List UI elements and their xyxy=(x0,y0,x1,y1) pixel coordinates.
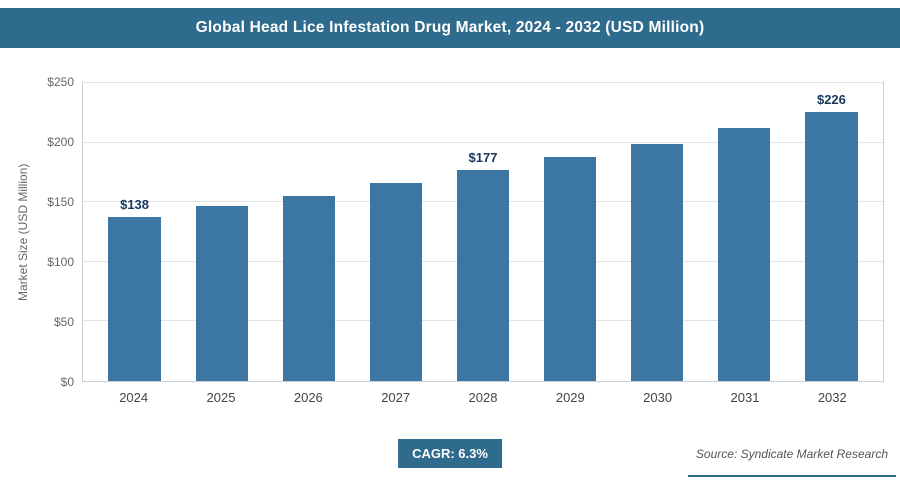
gridline xyxy=(83,82,883,83)
bar-column xyxy=(352,83,439,381)
x-tick-label: 2024 xyxy=(119,390,149,405)
x-tick-label: 2029 xyxy=(555,390,585,405)
gridline xyxy=(83,141,883,143)
bars: $138 $177 $226 xyxy=(83,83,883,381)
bar-column: $138 xyxy=(91,83,178,381)
x-tick-label: 2030 xyxy=(643,390,673,405)
y-tick-label: $250 xyxy=(47,75,74,89)
x-tick-label: 2028 xyxy=(468,390,498,405)
y-tick-label: $50 xyxy=(53,315,74,329)
bar xyxy=(195,205,248,381)
x-axis-spacer xyxy=(12,390,82,405)
y-tick-label: $100 xyxy=(47,255,74,269)
bar xyxy=(108,216,161,381)
bar xyxy=(805,111,858,381)
x-tick-label: 2032 xyxy=(817,390,847,405)
plot-row: Market Size (USD Million) $0 $50 $100 $150 $… xyxy=(12,75,884,389)
bar-value-label: $177 xyxy=(468,150,498,166)
bar-column xyxy=(178,83,265,381)
bar-column xyxy=(614,83,701,381)
y-tick-label: $150 xyxy=(47,195,74,209)
chart: Market Size (USD Million) $0 $50 $100 $150 $… xyxy=(12,75,884,405)
x-axis-labels: 2024 2025 2026 2027 2028 2029 2030 2031 2032 xyxy=(82,390,884,405)
x-axis: 2024 2025 2026 2027 2028 2029 2030 2031 2032 xyxy=(12,390,884,405)
y-axis-ticks: $0 $50 $100 $150 $200 $250 xyxy=(34,75,82,389)
bar-value-label: $138 xyxy=(120,196,150,212)
x-tick-label: 2025 xyxy=(206,390,236,405)
source-text: Source: Syndicate Market Research xyxy=(695,447,888,461)
source-container: Source: Syndicate Market Research xyxy=(687,445,896,477)
bar xyxy=(282,196,335,381)
plot-area: $138 $177 $226 xyxy=(82,82,884,382)
bar-column xyxy=(527,83,614,381)
bar xyxy=(631,143,684,381)
bar xyxy=(369,183,423,381)
bar-column xyxy=(701,83,788,381)
x-tick-label: 2031 xyxy=(730,390,760,405)
bar-column xyxy=(265,83,352,381)
y-axis-title: Market Size (USD Million) xyxy=(16,163,30,301)
bar xyxy=(718,128,771,381)
x-tick-label: 2026 xyxy=(293,390,323,405)
x-tick-label: 2027 xyxy=(381,390,411,405)
footer: CAGR: 6.3% Source: Syndicate Market Rese… xyxy=(0,435,900,483)
bar xyxy=(543,156,597,381)
page-title: Global Head Lice Infestation Drug Market… xyxy=(195,19,705,36)
chart-title-banner: Global Head Lice Infestation Drug Market… xyxy=(0,8,900,48)
cagr-badge: CAGR: 6.3% xyxy=(398,439,502,468)
y-tick-label: $0 xyxy=(60,375,74,389)
bar xyxy=(456,170,510,381)
y-tick-label: $200 xyxy=(47,135,74,149)
bar-column: $226 xyxy=(788,83,875,381)
bar-column: $177 xyxy=(439,83,526,381)
bar-value-label: $226 xyxy=(816,91,846,107)
